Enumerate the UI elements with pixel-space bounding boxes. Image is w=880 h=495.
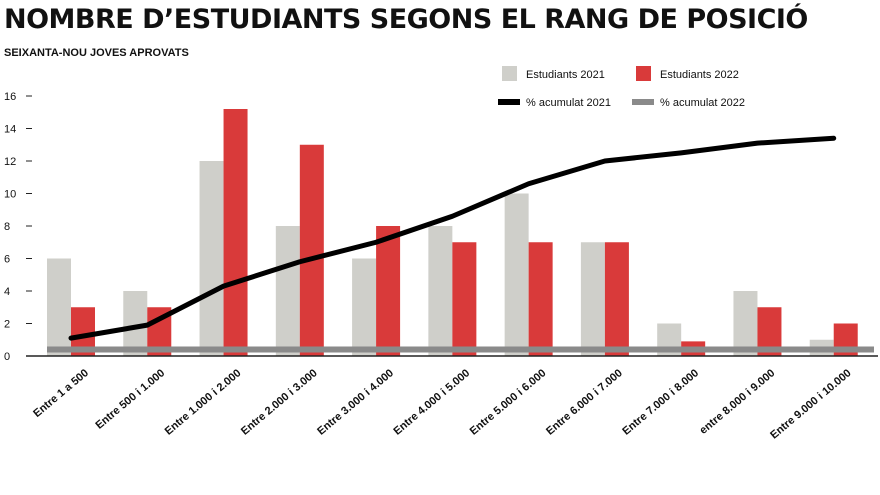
bar-2022 — [452, 242, 477, 356]
x-tick-label: Entre 1.000 i 2.000 — [163, 367, 244, 438]
bar-2021 — [733, 291, 758, 356]
legend-label: % acumulat 2021 — [526, 97, 611, 109]
x-tick-label: Entre 9.000 i 10.000 — [768, 367, 853, 441]
x-tick-label: Entre 5.000 i 6.000 — [468, 367, 549, 438]
x-tick-label: entre 8.000 i 9.000 — [698, 367, 778, 437]
x-tick-label: Entre 500 i 1.000 — [93, 367, 167, 432]
y-tick-label: 14 — [4, 124, 16, 136]
legend-swatch — [632, 99, 654, 105]
chart-title: NOMBRE D’ESTUDIANTS SEGONS EL RANG DE PO… — [4, 4, 808, 35]
bar-2022 — [604, 242, 629, 356]
y-tick-label: 10 — [4, 189, 16, 201]
bar-2022 — [376, 226, 401, 356]
x-tick-label: Entre 6.000 i 7.000 — [544, 367, 625, 438]
y-tick-label: 4 — [4, 286, 10, 298]
legend-swatch — [636, 66, 651, 81]
bar-2021 — [47, 258, 71, 356]
x-tick-label: Entre 1 a 500 — [31, 367, 91, 420]
legend-label: % acumulat 2022 — [660, 97, 745, 109]
line-marks — [47, 135, 874, 353]
line-cumulative-2021 — [68, 135, 837, 341]
bar-2021 — [580, 242, 605, 356]
chart-legend: Estudiants 2021 Estudiants 2022 % acumulat… — [498, 66, 745, 109]
y-tick-label: 16 — [4, 91, 16, 103]
y-tick-label: 12 — [4, 156, 16, 168]
y-tick-label: 2 — [4, 319, 10, 331]
bar-marks — [47, 109, 858, 356]
bar-2021 — [428, 226, 453, 356]
bar-2021 — [199, 161, 224, 356]
chart-subtitle: SEIXANTA-NOU JOVES APROVATS — [4, 47, 189, 59]
y-axis: 0 2 4 6 8 10 12 14 16 — [4, 91, 32, 363]
x-tick-label: Entre 2.000 i 3.000 — [239, 367, 320, 438]
y-tick-label: 8 — [4, 221, 10, 233]
bar-2021 — [504, 193, 529, 356]
x-tick-label: Entre 4.000 i 5.000 — [391, 367, 472, 438]
legend-swatch — [502, 66, 517, 81]
legend-label: Estudiants 2022 — [660, 69, 739, 81]
bar-2022 — [223, 109, 248, 356]
legend-label: Estudiants 2021 — [526, 69, 605, 81]
x-tick-label: Entre 7.000 i 8.000 — [620, 367, 701, 438]
x-tick-label: Entre 3.000 i 4.000 — [315, 367, 396, 438]
bar-2022 — [528, 242, 553, 356]
y-tick-label: 0 — [4, 351, 10, 363]
bar-2021 — [275, 226, 300, 356]
bar-2021 — [352, 258, 377, 356]
legend-swatch — [498, 99, 520, 105]
bar-2022 — [299, 144, 324, 356]
y-tick-label: 6 — [4, 254, 10, 266]
